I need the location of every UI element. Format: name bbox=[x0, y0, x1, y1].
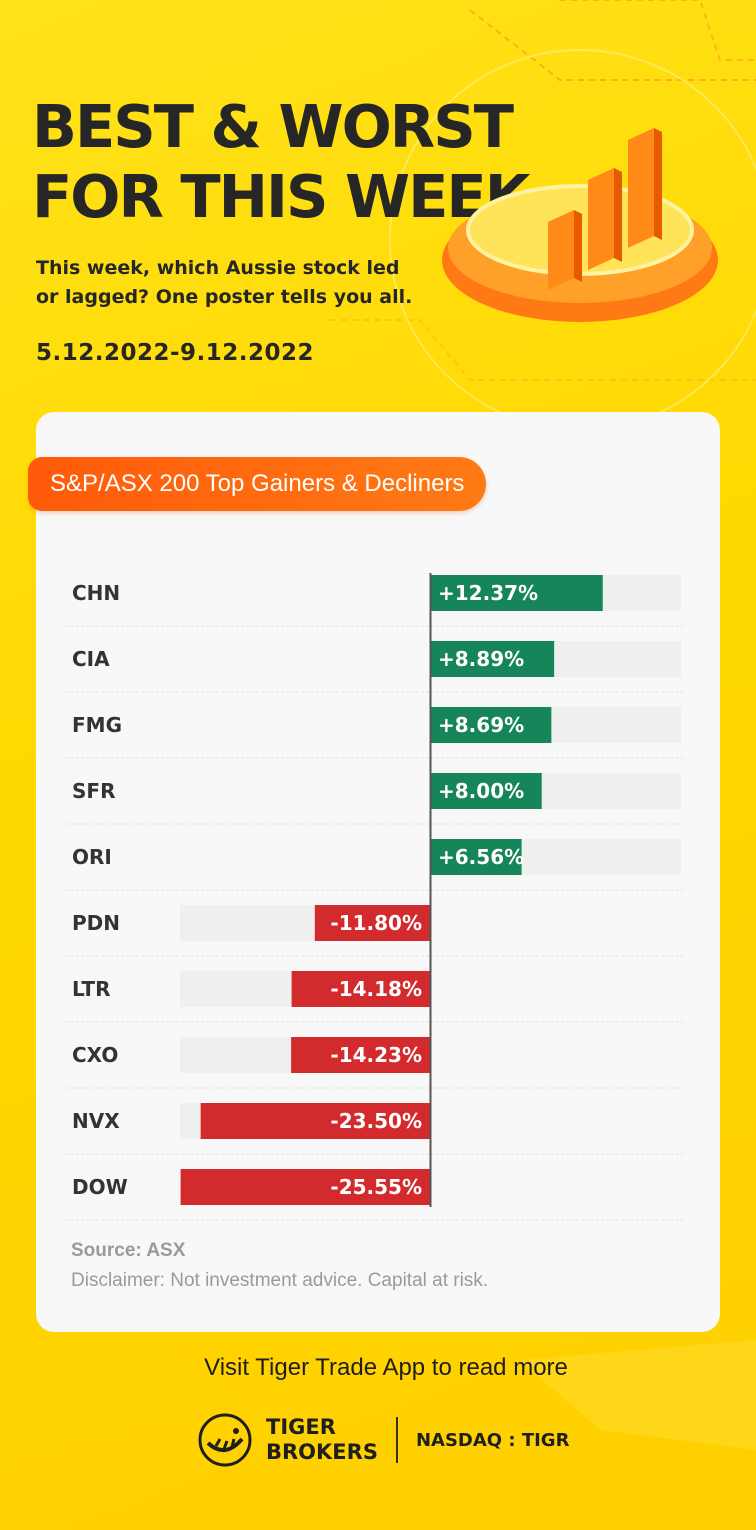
bar-cxo bbox=[291, 1037, 430, 1073]
ticker-ltr: LTR bbox=[72, 977, 110, 1001]
bar-ltr bbox=[291, 971, 430, 1007]
brand-divider bbox=[395, 1417, 398, 1463]
ticker-dow: DOW bbox=[72, 1175, 128, 1199]
brand-name: TIGER BROKERS bbox=[266, 1415, 378, 1465]
podium-bar-chart-illustration bbox=[442, 128, 718, 322]
subtitle: This week, which Aussie stock led or lag… bbox=[36, 254, 436, 312]
bar-value-label: +8.69% bbox=[438, 713, 524, 737]
bar-pdn bbox=[314, 905, 430, 941]
bar-nvx bbox=[200, 1103, 430, 1139]
ticker-fmg: FMG bbox=[72, 713, 122, 737]
bar-value-label: +6.56% bbox=[438, 845, 524, 869]
footer-brand: TIGER BROKERS NASDAQ : TIGR bbox=[198, 1410, 569, 1470]
call-to-action[interactable]: Visit Tiger Trade App to read more bbox=[204, 1354, 568, 1381]
tiger-logo-icon bbox=[198, 1413, 252, 1467]
chart-title-tag: S&P/ASX 200 Top Gainers & Decliners bbox=[28, 457, 487, 511]
bar-sfr bbox=[430, 773, 542, 809]
nasdaq-ticker: NASDAQ : TIGR bbox=[415, 1429, 570, 1451]
page-title: BEST & WORST FOR THIS WEEK bbox=[32, 92, 530, 232]
ticker-cia: CIA bbox=[72, 647, 110, 671]
ticker-ori: ORI bbox=[72, 845, 112, 869]
subtitle-line-1: This week, which Aussie stock led bbox=[36, 257, 400, 279]
disclaimer-note: Disclaimer: Not investment advice. Capit… bbox=[71, 1270, 489, 1291]
bar-ori bbox=[430, 839, 522, 875]
brand-line-2: BROKERS bbox=[266, 1440, 378, 1464]
ticker-pdn: PDN bbox=[72, 911, 120, 935]
bar-dow bbox=[180, 1169, 430, 1205]
bar-value-label: -23.50% bbox=[330, 1109, 422, 1133]
brand-line-1: TIGER bbox=[266, 1415, 336, 1439]
bar-value-label: -25.55% bbox=[330, 1175, 422, 1199]
bar-chn bbox=[430, 575, 603, 611]
bar-value-label: -11.80% bbox=[330, 911, 422, 935]
bar-value-label: +8.89% bbox=[438, 647, 524, 671]
ticker-chn: CHN bbox=[72, 581, 120, 605]
title-line-2: FOR THIS WEEK bbox=[32, 162, 530, 231]
ticker-sfr: SFR bbox=[72, 779, 115, 803]
source-note: Source: ASX bbox=[71, 1240, 186, 1261]
subtitle-line-2: or lagged? One poster tells you all. bbox=[36, 286, 413, 308]
bar-value-label: -14.18% bbox=[330, 977, 422, 1001]
bar-cia bbox=[430, 641, 555, 677]
ticker-cxo: CXO bbox=[72, 1043, 118, 1067]
bar-value-label: -14.23% bbox=[330, 1043, 422, 1067]
bar-fmg bbox=[430, 707, 552, 743]
ticker-nvx: NVX bbox=[72, 1109, 120, 1133]
bar-value-label: +8.00% bbox=[438, 779, 524, 803]
title-line-1: BEST & WORST bbox=[32, 92, 514, 161]
date-range: 5.12.2022-9.12.2022 bbox=[36, 340, 315, 366]
bar-value-label: +12.37% bbox=[438, 581, 538, 605]
